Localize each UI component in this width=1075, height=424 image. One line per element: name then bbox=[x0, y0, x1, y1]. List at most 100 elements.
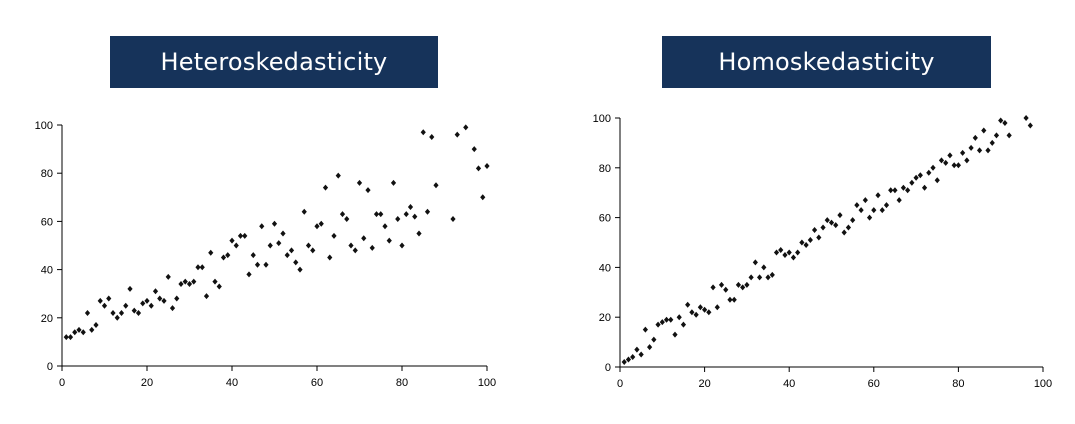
data-point bbox=[318, 220, 324, 227]
data-point bbox=[144, 297, 150, 304]
data-point bbox=[484, 162, 490, 169]
data-point bbox=[888, 187, 894, 194]
data-point bbox=[748, 274, 754, 281]
data-point bbox=[288, 247, 295, 254]
data-point bbox=[267, 242, 273, 249]
data-point bbox=[765, 274, 771, 281]
data-point bbox=[845, 224, 852, 231]
x-tick-label: 100 bbox=[1034, 378, 1052, 390]
data-point bbox=[174, 295, 180, 302]
data-point bbox=[199, 264, 205, 271]
data-point bbox=[344, 215, 350, 222]
data-point bbox=[655, 321, 661, 328]
data-point bbox=[412, 213, 418, 220]
data-point bbox=[276, 240, 282, 247]
data-point bbox=[773, 249, 780, 256]
data-point bbox=[284, 252, 290, 259]
data-point bbox=[799, 239, 805, 246]
data-point bbox=[475, 165, 482, 172]
data-point bbox=[756, 274, 763, 281]
data-point bbox=[118, 309, 125, 316]
data-point bbox=[926, 169, 932, 176]
x-tick-label: 80 bbox=[952, 378, 964, 390]
data-point bbox=[955, 162, 961, 169]
data-point bbox=[892, 187, 898, 194]
axes bbox=[57, 124, 488, 371]
data-point bbox=[420, 129, 426, 136]
x-tick-label: 100 bbox=[478, 377, 496, 389]
data-point bbox=[331, 232, 337, 239]
data-point bbox=[322, 184, 329, 191]
data-point bbox=[668, 316, 674, 323]
data-point bbox=[433, 182, 439, 189]
data-point bbox=[152, 288, 159, 295]
data-point bbox=[647, 344, 653, 351]
data-point bbox=[1002, 119, 1008, 126]
data-point bbox=[900, 184, 907, 191]
data-point bbox=[841, 229, 847, 236]
data-point bbox=[293, 259, 299, 266]
data-point bbox=[985, 147, 991, 154]
data-point bbox=[63, 334, 69, 341]
data-point bbox=[714, 304, 720, 311]
axes bbox=[615, 117, 1044, 372]
data-point bbox=[169, 305, 176, 312]
data-point bbox=[263, 261, 269, 268]
data-point bbox=[84, 309, 91, 316]
data-point bbox=[917, 172, 923, 179]
data-point bbox=[212, 278, 218, 285]
data-points bbox=[63, 124, 490, 341]
data-point bbox=[866, 214, 873, 221]
x-tick-label: 0 bbox=[617, 378, 623, 390]
data-point bbox=[416, 230, 422, 237]
data-point bbox=[140, 300, 146, 307]
x-tick-label: 40 bbox=[226, 377, 238, 389]
data-point bbox=[930, 164, 936, 171]
x-tick-label: 40 bbox=[783, 378, 795, 390]
data-point bbox=[740, 284, 746, 291]
data-point bbox=[871, 207, 877, 214]
data-point bbox=[828, 219, 835, 226]
data-point bbox=[778, 246, 784, 253]
data-point bbox=[879, 207, 885, 214]
data-point bbox=[327, 254, 333, 261]
data-point bbox=[663, 316, 670, 323]
data-point bbox=[182, 278, 188, 285]
data-point bbox=[913, 174, 919, 181]
chart-title-homoskedasticity: Homoskedasticity bbox=[662, 36, 991, 88]
data-point bbox=[365, 187, 371, 194]
data-point bbox=[424, 208, 431, 215]
data-point bbox=[246, 271, 252, 278]
data-point bbox=[909, 179, 915, 186]
y-tick-label: 0 bbox=[47, 361, 53, 373]
data-point bbox=[399, 242, 405, 249]
heteroskedasticity-scatter-chart: 0 20 40 60 80 100 0 20 40 60 80 100 bbox=[35, 120, 497, 389]
data-point bbox=[943, 159, 949, 166]
data-point bbox=[123, 302, 129, 309]
data-point bbox=[208, 249, 214, 256]
data-point bbox=[634, 346, 640, 353]
data-point bbox=[790, 254, 797, 261]
data-point bbox=[76, 326, 82, 333]
x-tick-label: 60 bbox=[311, 377, 323, 389]
data-point bbox=[250, 252, 256, 259]
data-point bbox=[463, 124, 469, 131]
data-point bbox=[89, 326, 95, 333]
y-tick-label: 100 bbox=[35, 120, 53, 132]
data-point bbox=[702, 306, 708, 313]
data-point bbox=[407, 203, 414, 210]
data-point bbox=[727, 296, 733, 303]
data-point bbox=[157, 295, 163, 302]
data-point bbox=[651, 336, 657, 343]
data-point bbox=[697, 304, 703, 311]
data-point bbox=[850, 217, 856, 224]
data-point bbox=[93, 322, 99, 329]
data-point bbox=[769, 271, 775, 278]
data-point bbox=[403, 211, 409, 218]
y-tick-label: 80 bbox=[599, 163, 611, 175]
data-point bbox=[833, 222, 839, 229]
data-point bbox=[259, 223, 265, 230]
data-point bbox=[216, 283, 222, 290]
data-point bbox=[811, 227, 818, 234]
data-point bbox=[1006, 132, 1012, 139]
